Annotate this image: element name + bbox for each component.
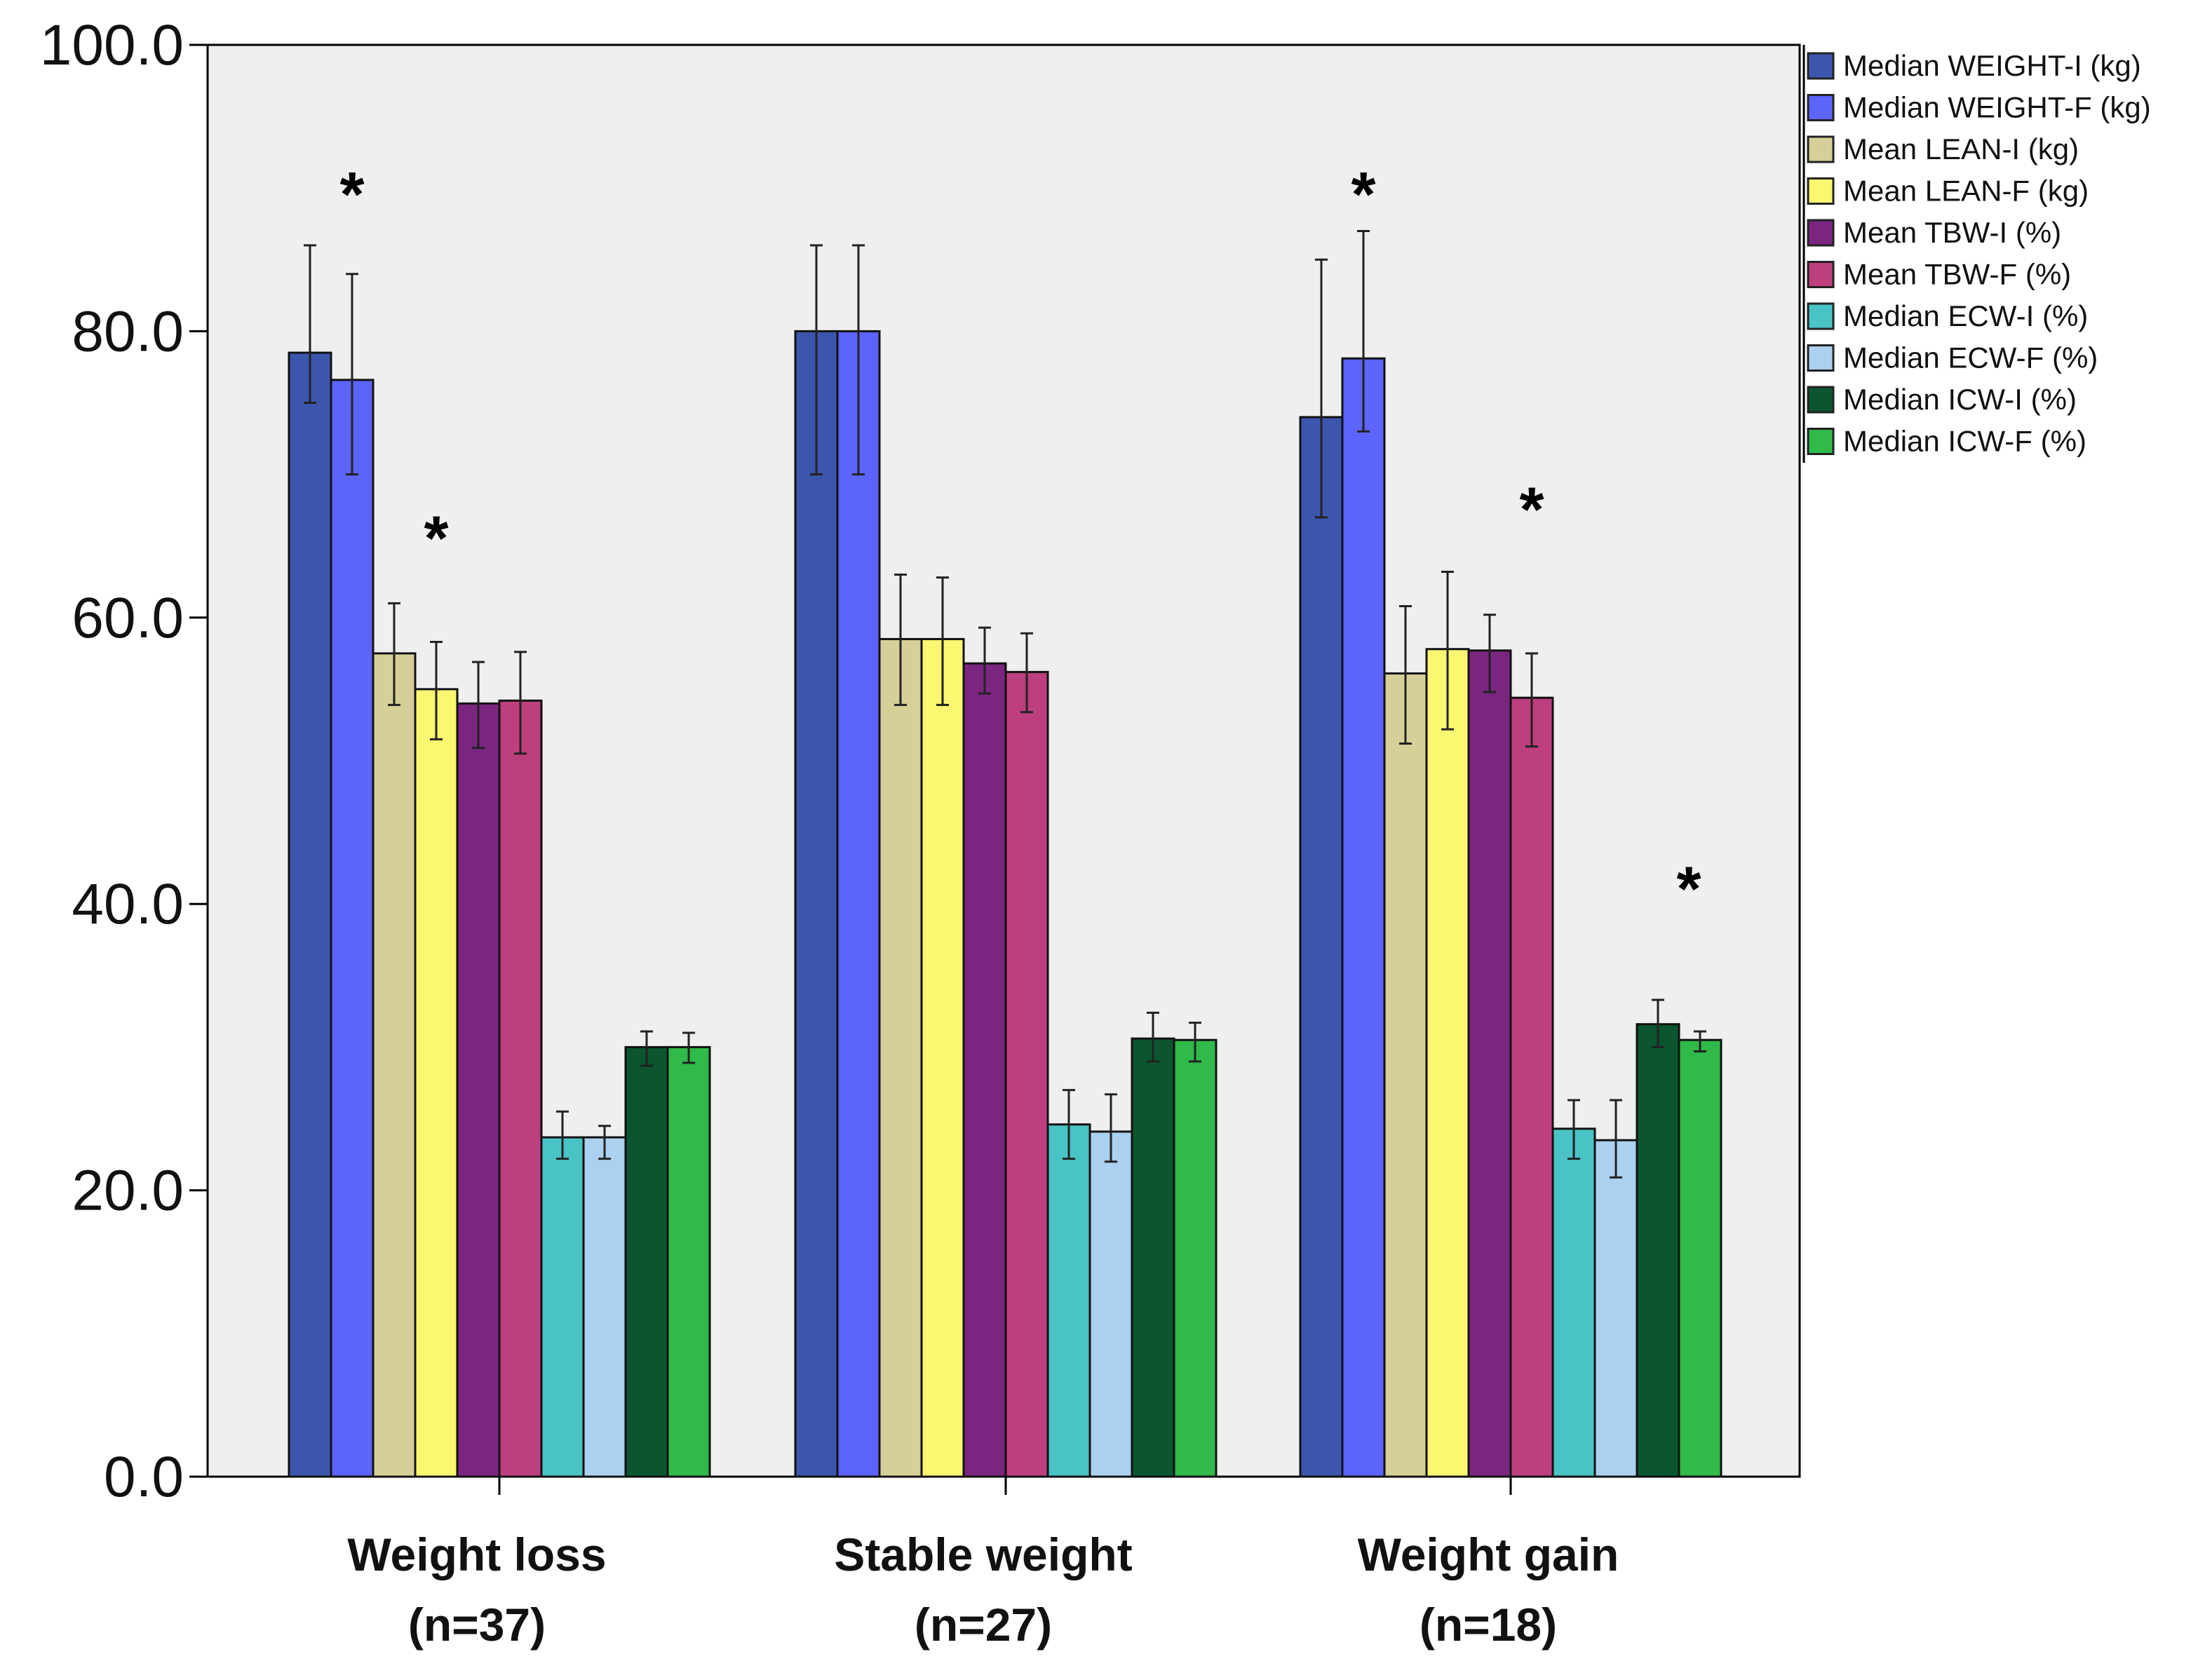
- legend-label: Median ICW-I (%): [1843, 383, 2077, 416]
- x-tick-label: Stable weight: [834, 1529, 1132, 1580]
- bar: [920, 637, 965, 1478]
- legend-label: Median ECW-I (%): [1843, 299, 2088, 332]
- bar: [1088, 1130, 1133, 1478]
- bar: [1467, 649, 1512, 1478]
- legend-label: Mean LEAN-I (kg): [1843, 133, 2079, 165]
- y-tick-label: 100.0: [40, 13, 184, 77]
- y-axis: 0.0 20.0 40.0 60.0 80.0 100.0: [40, 13, 208, 1509]
- bar: [878, 637, 923, 1478]
- significance-markers: * * * * *: [339, 160, 1701, 924]
- legend-label: Mean LEAN-F (kg): [1843, 175, 2089, 208]
- y-tick-label: 60.0: [72, 586, 184, 650]
- bar: [962, 662, 1007, 1478]
- bar: [1636, 1023, 1680, 1478]
- bar: [1383, 672, 1428, 1478]
- bar: [414, 688, 459, 1478]
- legend-swatch: [1807, 261, 1835, 288]
- bar: [1425, 648, 1470, 1478]
- significance-asterisk: *: [1676, 855, 1701, 925]
- legend-swatch: [1807, 428, 1835, 455]
- bar: [1551, 1127, 1596, 1478]
- x-axis: Weight loss (n=37) Stable weight (n=27) Weig…: [347, 1477, 1619, 1651]
- bars: [288, 229, 1722, 1478]
- bar: [1509, 696, 1554, 1478]
- y-tick-label: 20.0: [72, 1159, 184, 1223]
- legend-swatch: [1807, 94, 1835, 121]
- legend-swatch: [1807, 386, 1835, 414]
- y-tick-label: 80.0: [72, 299, 184, 363]
- legend-swatch: [1807, 344, 1835, 372]
- bar: [540, 1136, 585, 1478]
- legend: Median WEIGHT-I (kg) Median WEIGHT-F (kg)…: [1802, 45, 2151, 463]
- significance-asterisk: *: [339, 160, 364, 230]
- y-tick-label: 40.0: [72, 872, 184, 936]
- y-tick-label: 0.0: [104, 1445, 184, 1509]
- x-tick-label-n: (n=18): [1420, 1599, 1557, 1651]
- bar: [372, 652, 417, 1478]
- x-tick-label: Weight loss: [347, 1529, 606, 1580]
- x-tick-label-n: (n=37): [408, 1599, 546, 1651]
- bar: [288, 351, 332, 1478]
- legend-label: Mean TBW-I (%): [1843, 216, 2061, 249]
- bar: [1131, 1037, 1175, 1478]
- x-tick-label-n: (n=27): [915, 1599, 1052, 1651]
- bar: [1678, 1038, 1722, 1478]
- legend-label: Median WEIGHT-F (kg): [1843, 91, 2151, 124]
- bar: [1046, 1123, 1091, 1478]
- bar: [456, 702, 501, 1478]
- legend-swatch: [1807, 52, 1835, 80]
- legend-swatch: [1807, 177, 1835, 205]
- legend-label: Median ECW-F (%): [1843, 341, 2098, 374]
- significance-asterisk: *: [1519, 475, 1544, 545]
- bar: [836, 330, 881, 1478]
- bar: [582, 1136, 627, 1478]
- bar: [1341, 357, 1386, 1478]
- x-tick-label: Weight gain: [1358, 1529, 1619, 1580]
- bar: [498, 699, 543, 1478]
- legend-swatch: [1807, 302, 1835, 330]
- significance-asterisk: *: [1351, 160, 1375, 230]
- bar: [794, 330, 839, 1478]
- legend-label: Median WEIGHT-I (kg): [1843, 49, 2141, 82]
- significance-asterisk: *: [424, 503, 448, 574]
- legend-label: Mean TBW-F (%): [1843, 258, 2071, 291]
- bar: [1299, 416, 1344, 1478]
- bar: [1004, 670, 1049, 1478]
- legend-label: Median ICW-F (%): [1843, 425, 2086, 458]
- bar: [1593, 1139, 1638, 1478]
- legend-swatch: [1807, 135, 1835, 163]
- bar: [666, 1045, 711, 1478]
- legend-swatch: [1807, 219, 1835, 247]
- bar: [330, 379, 375, 1478]
- bar: [1173, 1038, 1218, 1478]
- bar: [624, 1045, 669, 1478]
